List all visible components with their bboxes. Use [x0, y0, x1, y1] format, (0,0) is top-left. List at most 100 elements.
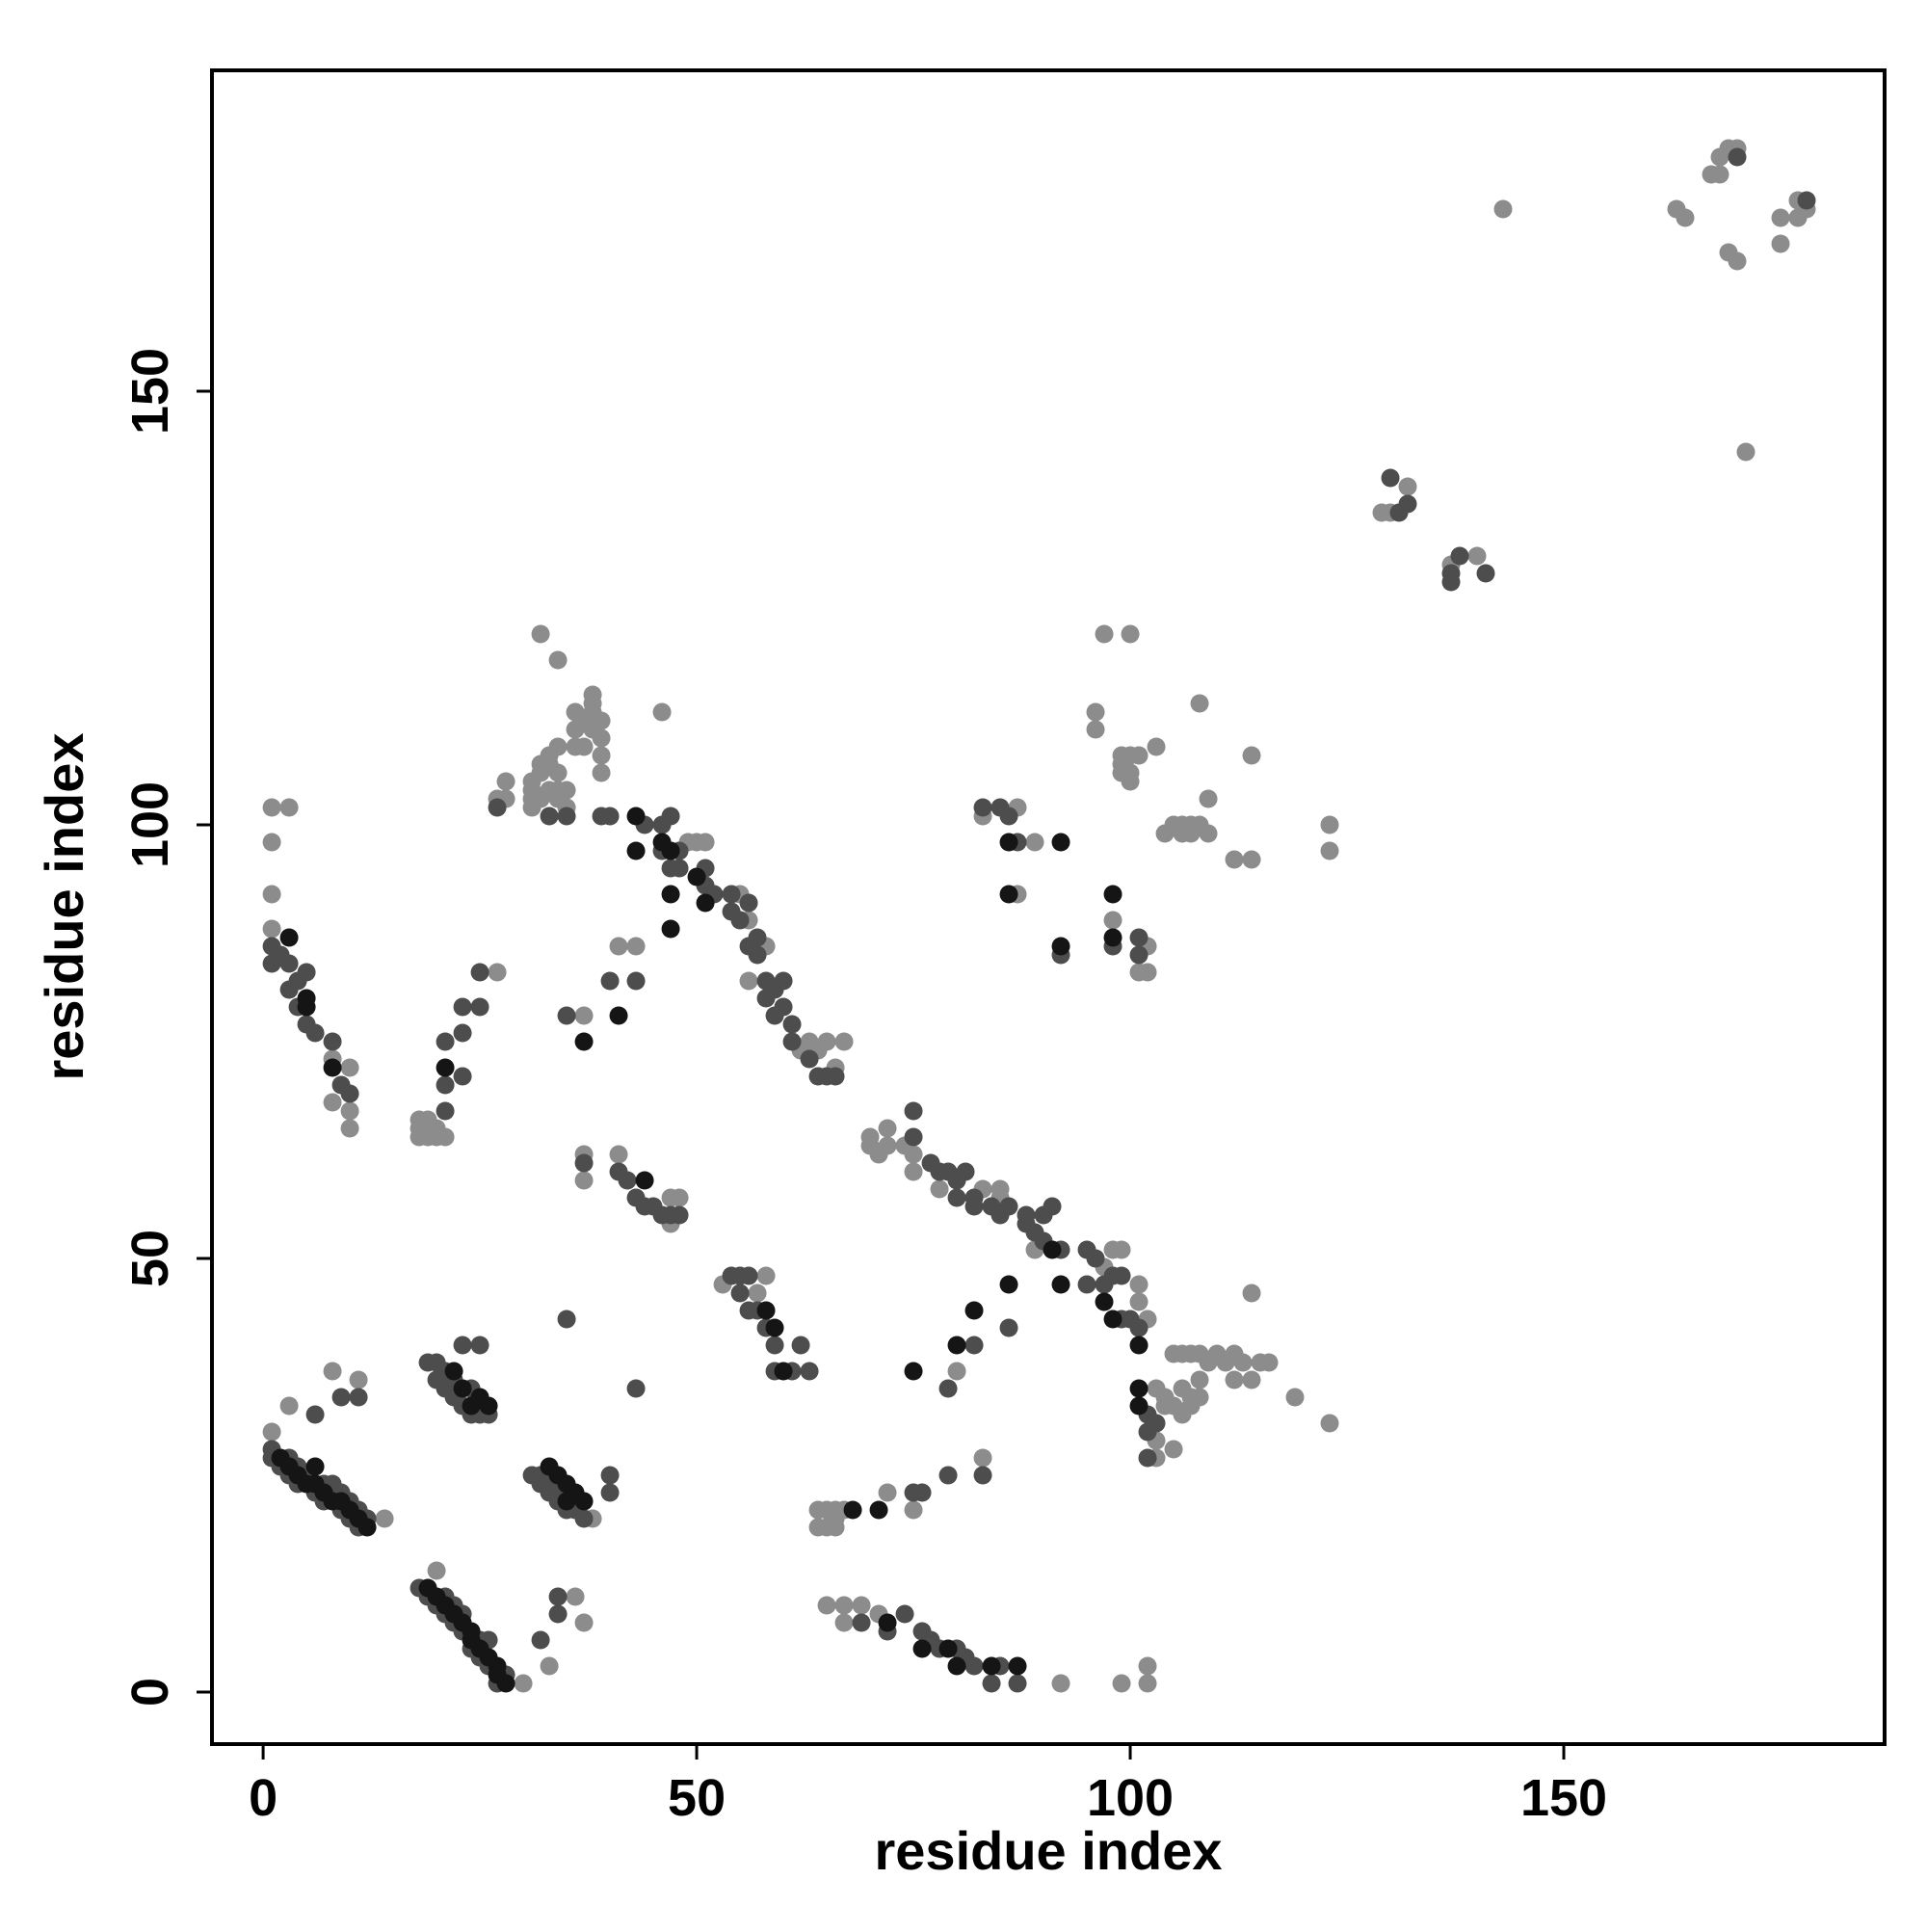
point	[878, 1483, 897, 1502]
point	[800, 1362, 819, 1381]
point	[557, 1006, 576, 1025]
point	[453, 1023, 472, 1043]
point	[670, 1188, 689, 1207]
point	[297, 963, 316, 982]
point	[583, 685, 602, 704]
point	[1086, 702, 1105, 722]
y-tick-label: 150	[121, 348, 179, 435]
point	[999, 1318, 1018, 1337]
point	[964, 1656, 984, 1676]
point	[574, 1032, 594, 1051]
point	[1095, 1292, 1114, 1311]
point	[869, 1500, 888, 1520]
point	[834, 1596, 854, 1615]
point	[1051, 1275, 1070, 1294]
point	[262, 919, 281, 939]
point	[618, 1171, 637, 1190]
point	[999, 807, 1018, 826]
x-tick-label: 50	[668, 1769, 726, 1827]
point	[574, 1509, 594, 1528]
point	[782, 1032, 802, 1051]
point	[609, 937, 628, 956]
point	[826, 1518, 845, 1537]
point	[1676, 208, 1695, 227]
point	[1043, 1240, 1062, 1259]
point	[600, 1466, 620, 1485]
point	[826, 1067, 845, 1086]
point	[1138, 963, 1157, 982]
point	[904, 1145, 923, 1164]
point	[1103, 885, 1122, 904]
point	[1129, 1396, 1148, 1416]
point	[453, 1336, 472, 1355]
point	[1086, 720, 1105, 739]
point	[488, 963, 507, 982]
point	[670, 1205, 689, 1225]
point	[999, 1275, 1018, 1294]
point	[600, 971, 620, 991]
point	[982, 1656, 1001, 1676]
point	[800, 1049, 819, 1069]
point	[938, 1379, 958, 1398]
point	[1381, 468, 1400, 488]
point	[427, 1561, 446, 1580]
point	[1147, 737, 1166, 756]
point	[279, 954, 299, 973]
point	[1008, 1674, 1027, 1693]
point	[1008, 1656, 1027, 1676]
point	[1051, 833, 1070, 852]
point	[305, 1457, 325, 1476]
point	[964, 1197, 984, 1216]
point	[323, 1032, 342, 1051]
point	[1043, 1197, 1062, 1216]
point	[1121, 772, 1140, 791]
point	[600, 1483, 620, 1502]
point	[1441, 572, 1461, 592]
point	[774, 1362, 793, 1381]
point	[756, 1266, 776, 1285]
point	[947, 1188, 966, 1207]
point	[262, 1422, 281, 1442]
point	[964, 1336, 984, 1355]
point	[323, 1093, 342, 1112]
point	[436, 1127, 455, 1147]
point	[548, 650, 568, 670]
point	[574, 1006, 594, 1025]
point	[1129, 945, 1148, 965]
point	[531, 624, 550, 644]
point	[782, 1015, 802, 1034]
point	[687, 867, 706, 887]
point	[852, 1613, 871, 1632]
point	[956, 1162, 975, 1181]
point	[626, 971, 646, 991]
point	[1389, 503, 1409, 522]
point	[1138, 1656, 1157, 1676]
point	[834, 1032, 854, 1051]
point	[574, 1613, 594, 1632]
point	[878, 1119, 897, 1138]
point	[279, 798, 299, 817]
point	[444, 1362, 463, 1381]
point	[331, 1388, 351, 1407]
point	[548, 763, 568, 782]
point	[765, 1336, 784, 1355]
point	[436, 1101, 455, 1121]
point	[670, 859, 689, 878]
point	[930, 1179, 949, 1199]
point	[349, 1370, 368, 1389]
point	[730, 911, 750, 930]
point	[574, 1171, 594, 1190]
y-tick-label: 0	[121, 1678, 179, 1707]
point	[1129, 746, 1148, 765]
point	[1190, 694, 1209, 713]
point	[574, 737, 594, 756]
point	[774, 971, 793, 991]
point	[1233, 1353, 1253, 1372]
point	[453, 997, 472, 1017]
point	[1051, 937, 1070, 956]
point	[540, 807, 559, 826]
point	[1129, 1379, 1148, 1398]
point	[626, 937, 646, 956]
